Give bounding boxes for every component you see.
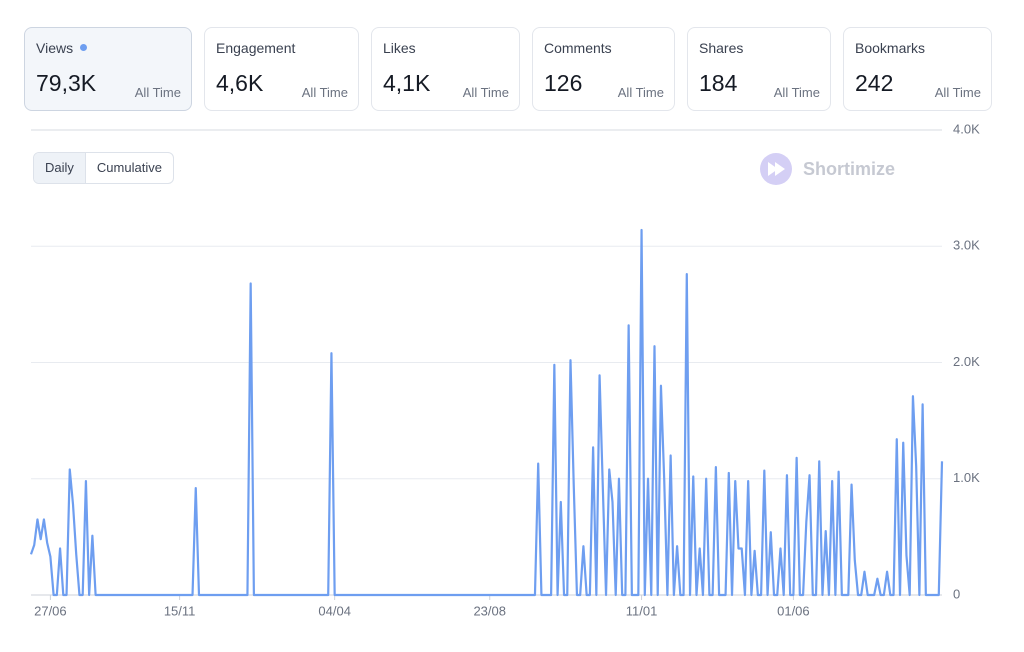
card-label: Shares	[699, 40, 743, 56]
card-period: All Time	[773, 85, 820, 100]
card-period: All Time	[617, 85, 664, 100]
card-label-text: Shares	[699, 40, 744, 56]
stat-card[interactable]: Likes 4,1K All Time	[371, 27, 520, 111]
card-period: All Time	[934, 85, 981, 100]
card-period: All Time	[301, 85, 348, 100]
x-tick-label: 11/01	[626, 603, 658, 618]
card-period: All Time	[134, 85, 181, 100]
stat-card[interactable]: Comments 126 All Time	[532, 27, 675, 111]
stat-card[interactable]: Bookmarks 242 All Time	[843, 27, 992, 111]
x-tick-label: 01/06	[777, 603, 810, 618]
stat-card[interactable]: Shares 184 All Time	[687, 27, 831, 111]
y-tick-label: 4.0K	[953, 121, 980, 136]
watermark-icon	[768, 162, 785, 176]
card-value: 184	[699, 70, 738, 96]
view-toggle: Daily Cumulative	[33, 152, 174, 184]
card-period: All Time	[462, 85, 509, 100]
card-label: Comments	[544, 40, 612, 56]
card-value: 242	[855, 70, 894, 96]
card-label-text: Comments	[544, 40, 612, 56]
card-label: Views	[36, 40, 88, 56]
watermark: Shortimize	[803, 159, 895, 179]
card-label-text: Engagement	[216, 40, 296, 56]
card-label-text: Views	[36, 40, 74, 56]
x-tick-label: 04/04	[318, 603, 351, 618]
x-tick-label: 27/06	[34, 603, 67, 618]
card-value: 4,1K	[383, 70, 431, 96]
card-value: 4,6K	[216, 70, 264, 96]
active-dot	[80, 44, 88, 51]
card-label: Engagement	[216, 40, 295, 56]
stat-card[interactable]: Views 79,3K All Time	[24, 27, 192, 111]
x-tick-label: 23/08	[473, 603, 506, 618]
toggle-cumulative[interactable]: Cumulative	[96, 160, 162, 175]
x-tick-label: 15/11	[164, 603, 196, 618]
views-line	[29, 228, 944, 597]
toggle-daily[interactable]: Daily	[34, 153, 86, 183]
y-tick-label: 0	[953, 586, 960, 601]
card-value: 79,3K	[36, 70, 97, 96]
card-label: Likes	[383, 40, 416, 56]
y-tick-label: 3.0K	[953, 238, 980, 253]
card-label: Bookmarks	[855, 40, 925, 56]
y-tick-label: 1.0K	[953, 470, 980, 485]
card-label-text: Likes	[383, 40, 416, 56]
card-value: 126	[544, 70, 583, 96]
stat-card[interactable]: Engagement 4,6K All Time	[204, 27, 359, 111]
card-label-text: Bookmarks	[855, 40, 926, 56]
y-tick-label: 2.0K	[953, 354, 980, 369]
